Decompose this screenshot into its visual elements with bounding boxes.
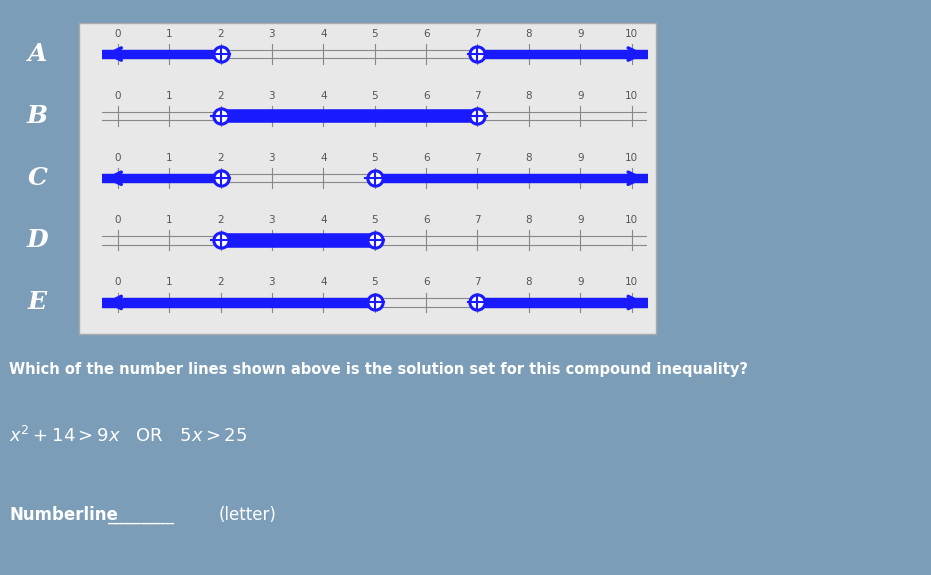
Text: B: B — [27, 104, 47, 128]
Text: 1: 1 — [166, 153, 172, 163]
Text: Which of the number lines shown above is the solution set for this compound ineq: Which of the number lines shown above is… — [9, 362, 749, 377]
Text: 4: 4 — [320, 91, 327, 101]
Text: 10: 10 — [625, 91, 638, 101]
Text: 3: 3 — [269, 153, 276, 163]
Text: 10: 10 — [625, 29, 638, 39]
Text: Numberline: Numberline — [9, 506, 118, 524]
Text: 10: 10 — [625, 153, 638, 163]
Text: 2: 2 — [217, 153, 223, 163]
Text: 6: 6 — [423, 91, 429, 101]
Text: 4: 4 — [320, 153, 327, 163]
Text: 5: 5 — [371, 215, 378, 225]
Text: 7: 7 — [474, 215, 480, 225]
Text: 9: 9 — [577, 91, 584, 101]
Text: 4: 4 — [320, 215, 327, 225]
Text: 9: 9 — [577, 153, 584, 163]
Text: 7: 7 — [474, 277, 480, 287]
Text: 0: 0 — [115, 91, 121, 101]
Text: 3: 3 — [269, 29, 276, 39]
Text: 0: 0 — [115, 29, 121, 39]
Text: C: C — [27, 166, 47, 190]
Text: 5: 5 — [371, 91, 378, 101]
Text: 4: 4 — [320, 277, 327, 287]
Text: 0: 0 — [115, 277, 121, 287]
Text: 3: 3 — [269, 277, 276, 287]
Text: 5: 5 — [371, 29, 378, 39]
Text: 2: 2 — [217, 277, 223, 287]
Text: 0: 0 — [115, 215, 121, 225]
Text: 6: 6 — [423, 215, 429, 225]
Text: 5: 5 — [371, 153, 378, 163]
Text: 8: 8 — [526, 277, 533, 287]
Text: 6: 6 — [423, 29, 429, 39]
Text: 3: 3 — [269, 215, 276, 225]
Text: 9: 9 — [577, 215, 584, 225]
Text: 6: 6 — [423, 153, 429, 163]
Text: 9: 9 — [577, 29, 584, 39]
Text: 6: 6 — [423, 277, 429, 287]
Text: 7: 7 — [474, 91, 480, 101]
Text: 1: 1 — [166, 215, 172, 225]
Text: 2: 2 — [217, 29, 223, 39]
Text: 10: 10 — [625, 277, 638, 287]
Text: 7: 7 — [474, 153, 480, 163]
Text: 3: 3 — [269, 91, 276, 101]
Text: 1: 1 — [166, 277, 172, 287]
Text: 1: 1 — [166, 29, 172, 39]
Text: 8: 8 — [526, 153, 533, 163]
Text: 4: 4 — [320, 29, 327, 39]
Text: 5: 5 — [371, 277, 378, 287]
Text: 8: 8 — [526, 215, 533, 225]
Text: 9: 9 — [577, 277, 584, 287]
Text: 7: 7 — [474, 29, 480, 39]
Text: $x^2+14>9x$   OR   $5x>25$: $x^2+14>9x$ OR $5x>25$ — [9, 426, 248, 446]
Text: E: E — [28, 290, 47, 315]
Text: 2: 2 — [217, 91, 223, 101]
Text: 8: 8 — [526, 29, 533, 39]
Text: D: D — [26, 228, 48, 252]
Text: (letter): (letter) — [219, 506, 277, 524]
Text: A: A — [28, 42, 47, 66]
Text: 1: 1 — [166, 91, 172, 101]
Text: 2: 2 — [217, 215, 223, 225]
Text: 10: 10 — [625, 215, 638, 225]
Text: ________: ________ — [107, 506, 174, 524]
Text: 0: 0 — [115, 153, 121, 163]
Text: 8: 8 — [526, 91, 533, 101]
